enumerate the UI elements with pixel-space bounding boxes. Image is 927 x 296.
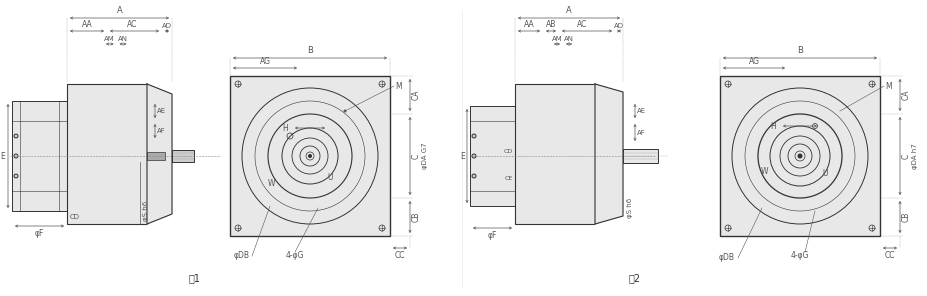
Text: φF: φF — [35, 229, 44, 238]
Bar — [622, 149, 657, 163]
Circle shape — [14, 174, 18, 178]
Text: CA: CA — [901, 90, 910, 100]
Text: E: E — [460, 152, 464, 160]
Text: AC: AC — [127, 20, 137, 29]
Text: M: M — [395, 81, 401, 91]
Circle shape — [472, 174, 476, 178]
Circle shape — [472, 154, 476, 158]
Text: φDA G7: φDA G7 — [422, 143, 427, 169]
Text: 4-φG: 4-φG — [790, 252, 808, 260]
Text: H: H — [282, 123, 287, 133]
Bar — [719, 76, 879, 236]
Text: φF: φF — [488, 231, 497, 240]
Circle shape — [14, 134, 18, 138]
Text: AC: AC — [577, 20, 587, 29]
Text: CC: CC — [394, 251, 405, 260]
Text: φDB: φDB — [234, 252, 249, 260]
Text: C: C — [901, 153, 910, 159]
Text: AG: AG — [260, 57, 270, 66]
Polygon shape — [146, 84, 171, 224]
Text: CD: CD — [70, 214, 80, 220]
Text: B: B — [307, 46, 312, 55]
Bar — [469, 106, 514, 206]
Text: 図2: 図2 — [629, 273, 641, 283]
Text: H: H — [769, 121, 775, 131]
Text: 図1: 図1 — [189, 273, 201, 283]
Bar — [12, 101, 67, 211]
Text: A: A — [565, 6, 571, 15]
Text: AN: AN — [118, 36, 128, 42]
Polygon shape — [594, 84, 622, 224]
Text: E: E — [0, 152, 5, 160]
Text: AM: AM — [105, 36, 115, 42]
Text: AM: AM — [551, 36, 562, 42]
Circle shape — [308, 155, 311, 157]
Text: CE: CE — [504, 176, 513, 181]
Text: AG: AG — [748, 57, 758, 66]
Text: U: U — [821, 170, 827, 178]
Text: φS h6: φS h6 — [627, 198, 632, 218]
Text: AA: AA — [523, 20, 534, 29]
Circle shape — [797, 154, 801, 158]
Text: AD: AD — [162, 23, 171, 29]
Text: U: U — [327, 173, 333, 183]
Text: AF: AF — [157, 128, 166, 134]
Bar — [146, 152, 165, 160]
Text: 4-φG: 4-φG — [286, 252, 304, 260]
Text: AF: AF — [636, 130, 645, 136]
Text: AE: AE — [157, 108, 166, 114]
Text: AD: AD — [614, 23, 623, 29]
Text: φDA h7: φDA h7 — [911, 143, 917, 169]
Bar — [67, 84, 146, 224]
Text: AA: AA — [82, 20, 93, 29]
Circle shape — [344, 110, 346, 112]
Text: M: M — [884, 81, 891, 91]
Text: B: B — [796, 46, 802, 55]
Text: CD: CD — [503, 149, 513, 154]
Bar — [514, 84, 594, 224]
Text: W: W — [268, 179, 275, 189]
Text: AE: AE — [636, 108, 645, 114]
Text: φS h6: φS h6 — [143, 201, 149, 221]
Text: φDB: φDB — [718, 253, 734, 263]
Text: AB: AB — [545, 20, 555, 29]
Text: CB: CB — [901, 212, 910, 222]
Text: C: C — [412, 153, 421, 159]
Text: A: A — [117, 6, 122, 15]
Text: CC: CC — [883, 251, 895, 260]
Bar — [230, 76, 389, 236]
Text: W: W — [760, 166, 768, 176]
Circle shape — [472, 134, 476, 138]
Circle shape — [14, 154, 18, 158]
Text: AN: AN — [564, 36, 574, 42]
Bar — [171, 150, 194, 162]
Text: CB: CB — [412, 212, 421, 222]
Text: CA: CA — [412, 90, 421, 100]
